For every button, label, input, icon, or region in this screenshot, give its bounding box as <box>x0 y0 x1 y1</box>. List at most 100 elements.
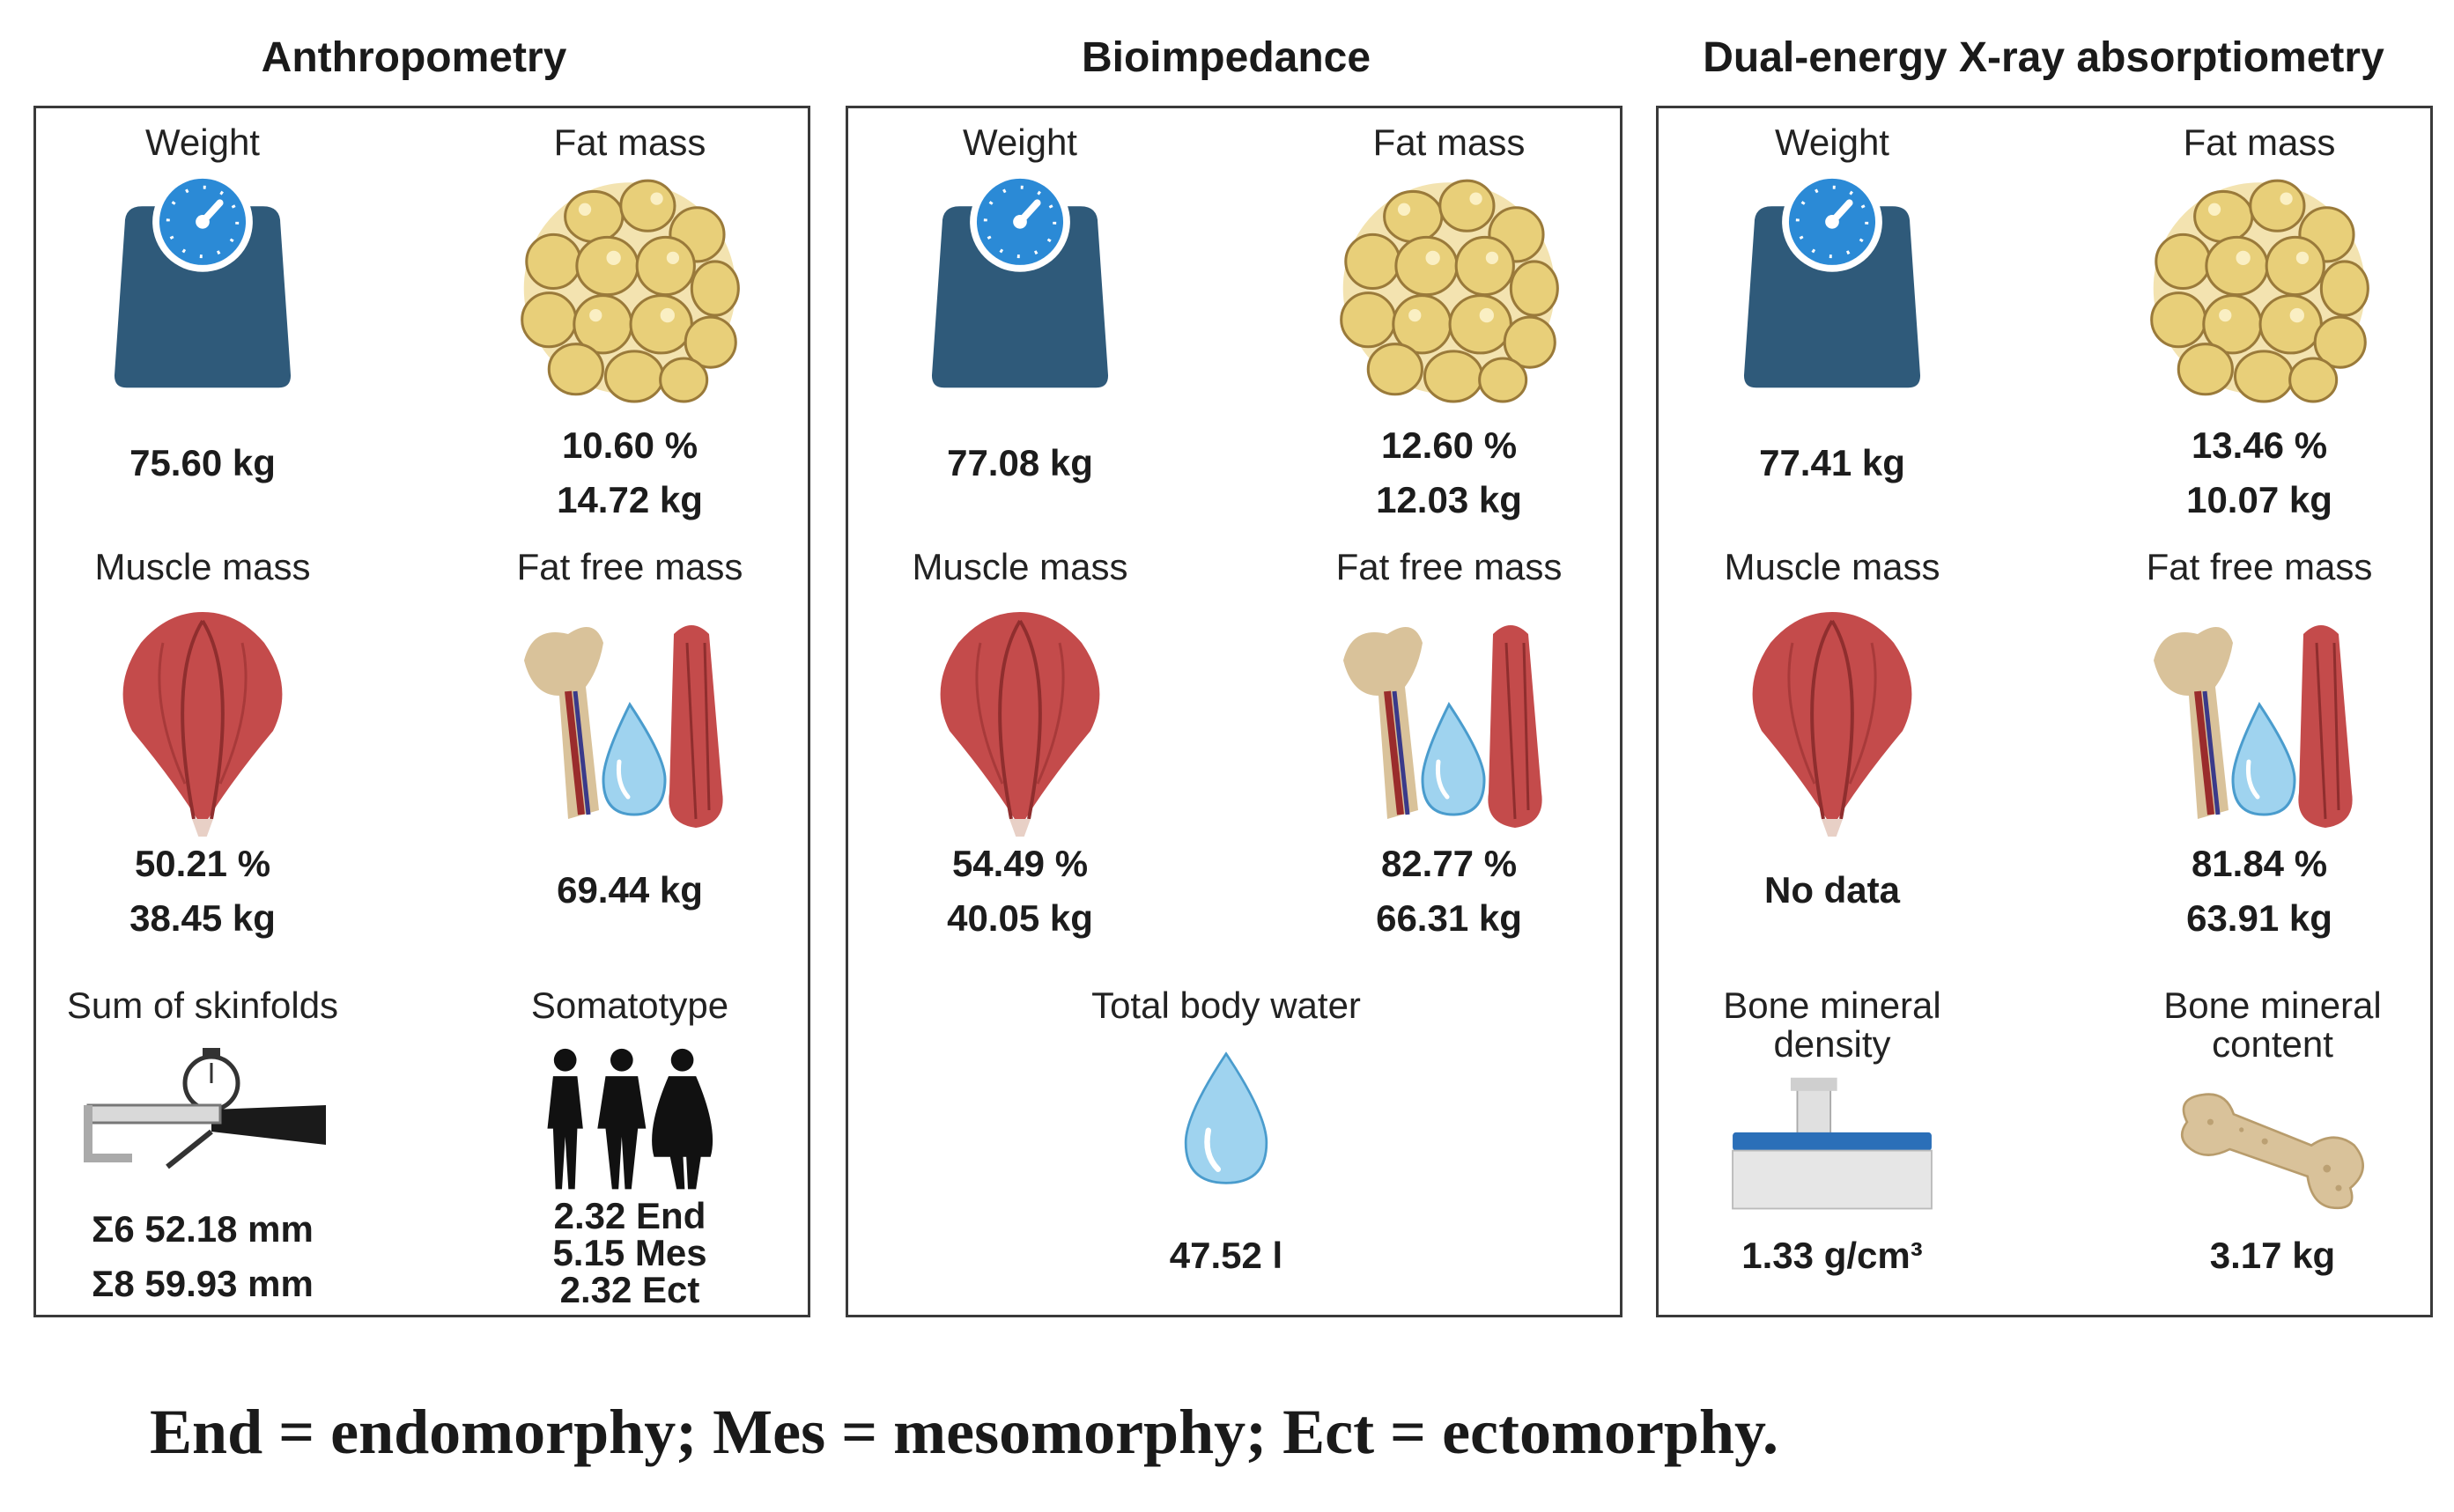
water-drop-icon <box>1178 1048 1275 1189</box>
weight-value-block: 77.41 kg <box>1630 436 2035 490</box>
somatotype-mes: 5.15 Mes <box>552 1232 707 1273</box>
fat-mass-pct: 13.46 % <box>2191 424 2328 466</box>
fat-free-mass-pct: 81.84 % <box>2191 843 2328 884</box>
weight-label: Weight <box>145 122 260 163</box>
muscle-mass-no-data: No data <box>1763 869 1900 911</box>
skinfolds-block: Sum of skinfolds <box>0 986 405 1025</box>
somatotype-figures-icon <box>533 1048 727 1193</box>
bone-icon <box>2171 1083 2374 1215</box>
muscle-mass-label: Muscle mass <box>94 546 311 587</box>
fat-mass-pct: 10.60 % <box>561 424 699 466</box>
fat-free-mass-block: Fat free mass <box>1246 548 1652 586</box>
caliper-icon <box>79 1044 326 1184</box>
muscle-mass-label: Muscle mass <box>1724 546 1940 587</box>
bone-content-values: 3.17 kg <box>2070 1228 2454 1283</box>
fat-mass-block: Fat mass <box>427 123 832 162</box>
bone-density-value: 1.33 g/cm³ <box>1741 1235 1923 1276</box>
bone-content-label-2: content <box>2212 1023 2333 1065</box>
fat-mass-label: Fat mass <box>553 122 706 163</box>
weight-value: 77.41 kg <box>1759 442 1905 483</box>
panel-bioimpedance <box>846 106 1622 1317</box>
fat-mass-values: 12.60 % 12.03 kg <box>1246 418 1652 527</box>
bone-content-label-1: Bone mineral <box>2163 985 2382 1026</box>
weight-block: Weight <box>1630 123 2035 162</box>
skinfolds-sum8: Σ8 59.93 mm <box>92 1263 314 1304</box>
panel-title-bioimpedance: Bioimpedance <box>1081 34 1371 81</box>
fat-mass-kg: 10.07 kg <box>2186 479 2332 520</box>
scale-icon <box>97 172 308 396</box>
skinfolds-label: Sum of skinfolds <box>66 985 339 1026</box>
bone-muscle-water-icon <box>1334 608 1563 837</box>
fat-free-mass-block: Fat free mass <box>427 548 832 586</box>
fat-mass-block: Fat mass <box>2057 123 2454 162</box>
scale-icon <box>1726 172 1938 396</box>
fat-free-mass-label: Fat free mass <box>516 546 743 587</box>
fat-cells-icon <box>514 172 747 405</box>
muscle-icon <box>115 608 291 837</box>
panel-title-dxa: Dual-energy X-ray absorptiometry <box>1703 34 2384 81</box>
weight-value-block: 77.08 kg <box>817 436 1223 490</box>
weight-label: Weight <box>963 122 1077 163</box>
fat-free-mass-label: Fat free mass <box>1335 546 1563 587</box>
panel-dxa <box>1656 106 2433 1317</box>
bone-density-values: 1.33 g/cm³ <box>1630 1228 2035 1283</box>
bone-muscle-water-icon <box>515 608 744 837</box>
fat-mass-label: Fat mass <box>2183 122 2336 163</box>
muscle-mass-values: 54.49 % 40.05 kg <box>817 837 1223 946</box>
weight-block: Weight <box>817 123 1223 162</box>
fat-free-mass-values: 81.84 % 63.91 kg <box>2057 837 2454 946</box>
weight-value-block: 75.60 kg <box>0 436 405 490</box>
somatotype-block: Somatotype <box>427 986 832 1025</box>
somatotype-values: 2.32 End 5.15 Mes 2.32 Ect <box>427 1198 832 1309</box>
muscle-mass-label: Muscle mass <box>912 546 1128 587</box>
fat-free-mass-kg: 69.44 kg <box>557 869 703 911</box>
fat-free-mass-pct: 82.77 % <box>1380 843 1518 884</box>
bone-density-block: Bone mineral density <box>1630 986 2035 1064</box>
skinfolds-sum6: Σ6 52.18 mm <box>92 1208 314 1250</box>
somatotype-ect: 2.32 Ect <box>559 1269 700 1310</box>
fat-free-mass-label: Fat free mass <box>2146 546 2373 587</box>
muscle-mass-pct: 50.21 % <box>134 843 271 884</box>
skinfolds-values: Σ6 52.18 mm Σ8 59.93 mm <box>0 1202 405 1311</box>
somatotype-label: Somatotype <box>530 985 729 1026</box>
muscle-mass-block: Muscle mass <box>1630 548 2035 586</box>
fat-free-mass-block: Fat free mass <box>2057 548 2454 586</box>
dexa-scanner-icon <box>1722 1074 1942 1215</box>
somatotype-end: 2.32 End <box>553 1195 706 1236</box>
fat-free-mass-values: 69.44 kg <box>427 863 832 918</box>
bone-content-value: 3.17 kg <box>2209 1235 2336 1276</box>
muscle-icon <box>1744 608 1920 837</box>
fat-mass-kg: 14.72 kg <box>557 479 703 520</box>
footnote: End = endomorphy; Mes = mesomorphy; Ect … <box>150 1397 1779 1467</box>
scale-icon <box>914 172 1126 396</box>
total-body-water-block: Total body water <box>1024 986 1429 1025</box>
fat-mass-values: 13.46 % 10.07 kg <box>2057 418 2454 527</box>
weight-value: 77.08 kg <box>947 442 1093 483</box>
fat-cells-icon <box>1333 172 1566 405</box>
bone-content-block: Bone mineral content <box>2070 986 2454 1064</box>
muscle-mass-pct: 54.49 % <box>951 843 1089 884</box>
muscle-mass-values: 50.21 % 38.45 kg <box>0 837 405 946</box>
total-body-water-value: 47.52 l <box>1169 1235 1283 1276</box>
muscle-mass-block: Muscle mass <box>0 548 405 586</box>
fat-mass-label: Fat mass <box>1372 122 1526 163</box>
fat-free-mass-kg: 63.91 kg <box>2186 897 2332 939</box>
fat-mass-block: Fat mass <box>1246 123 1652 162</box>
weight-label: Weight <box>1775 122 1889 163</box>
fat-free-mass-values: 82.77 % 66.31 kg <box>1246 837 1652 946</box>
panel-anthropometry <box>33 106 810 1317</box>
fat-free-mass-kg: 66.31 kg <box>1376 897 1522 939</box>
bone-density-label-1: Bone mineral <box>1723 985 1941 1026</box>
weight-value: 75.60 kg <box>129 442 276 483</box>
fat-mass-values: 10.60 % 14.72 kg <box>427 418 832 527</box>
total-body-water-label: Total body water <box>1091 985 1361 1026</box>
muscle-mass-kg: 38.45 kg <box>129 897 276 939</box>
bone-muscle-water-icon <box>2145 608 2374 837</box>
fat-cells-icon <box>2143 172 2376 405</box>
total-body-water-values: 47.52 l <box>1024 1228 1429 1283</box>
muscle-mass-kg: 40.05 kg <box>947 897 1093 939</box>
bone-density-label-2: density <box>1773 1023 1891 1065</box>
muscle-mass-values: No data <box>1630 863 2035 918</box>
fat-mass-kg: 12.03 kg <box>1376 479 1522 520</box>
muscle-icon <box>932 608 1108 837</box>
